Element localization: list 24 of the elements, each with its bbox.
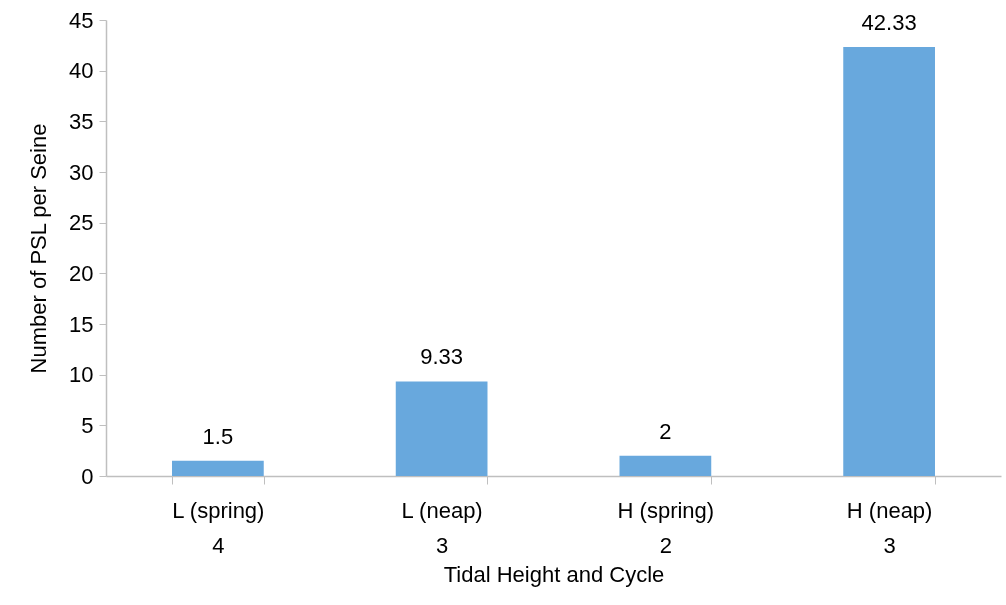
y-tick-label: 35 [69,108,94,134]
data-label: 9.33 [420,344,464,370]
y-tick-label: 5 [81,412,94,438]
y-tick-label: 30 [69,159,94,185]
bar [619,455,712,476]
y-tick-label: 45 [69,7,94,33]
y-tick-label: 40 [69,58,94,84]
x-tick-label: H (spring) 2 [617,497,715,558]
y-tick-label: 20 [69,260,94,286]
y-tick-label: 10 [69,362,94,388]
y-tick-label: 25 [69,210,94,236]
y-tick-label: 0 [81,463,94,489]
bar [172,460,264,476]
bar [395,381,488,476]
data-label: 1.5 [202,423,234,449]
data-label: 2 [659,418,672,444]
data-label: 42.33 [861,10,917,36]
x-tick-label: L (neap) 3 [401,497,483,558]
y-axis-title: Number of PSL per Seine [26,123,52,374]
x-axis-title: Tidal Height and Cycle [443,561,665,587]
x-tick-label: H (neap) 3 [846,497,933,558]
x-tick-label: L (spring) 4 [172,497,265,558]
bar [843,47,935,476]
y-tick-label: 15 [69,311,94,337]
